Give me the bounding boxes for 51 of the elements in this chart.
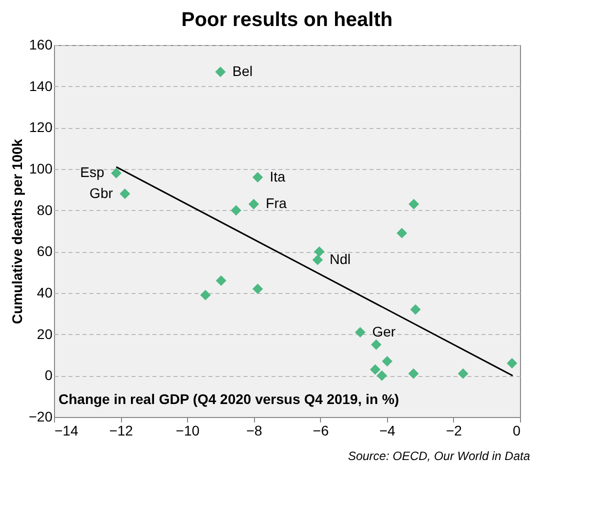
annotation: Bel [232, 62, 253, 79]
x-tick-label: −10 [176, 422, 200, 438]
point [370, 364, 380, 375]
point [410, 304, 421, 315]
x-tick-label: −4 [379, 422, 396, 438]
y-tick-label: 160 [29, 36, 53, 52]
x-tick-label: −6 [312, 422, 329, 438]
annotation: Esp [80, 164, 104, 180]
point [216, 275, 226, 286]
point [215, 66, 226, 78]
point [354, 327, 366, 338]
point [506, 358, 518, 369]
y-tick-label: 60 [36, 243, 53, 260]
y-tick-label: 100 [29, 160, 53, 176]
point [200, 290, 211, 300]
point [382, 356, 392, 366]
annotation: Fra [266, 195, 287, 212]
point [376, 370, 388, 381]
point [408, 198, 420, 210]
source-note: Source: OECD, Our World in Data [348, 449, 530, 463]
point [230, 205, 242, 216]
y-tick-label: 80 [36, 202, 53, 218]
annotation: Ger [372, 323, 396, 340]
x-tick-label: −2 [446, 422, 462, 438]
point [314, 246, 325, 257]
annotation: Ita [270, 168, 286, 184]
point [111, 168, 122, 178]
y-tick-label: 20 [36, 326, 53, 342]
point [312, 254, 323, 266]
y-tick-label: 40 [36, 284, 53, 300]
annotation: Gbr [90, 184, 114, 201]
point [396, 228, 408, 238]
x-tick-label: −14 [54, 422, 78, 438]
y-tick-label: 120 [29, 119, 53, 136]
point [248, 198, 259, 210]
point [408, 368, 419, 379]
point [120, 188, 130, 200]
point [458, 368, 468, 379]
x-tick-label: −8 [246, 422, 262, 438]
chart-title: Poor results on health [181, 9, 393, 31]
annotation: Ndl [330, 250, 351, 267]
y-tick-label: −20 [28, 408, 53, 424]
point [370, 339, 382, 350]
x-tick-label: −12 [109, 422, 134, 438]
y-tick-label: 0 [44, 367, 53, 384]
point [252, 284, 263, 294]
x-axis-title: Change in real GDP (Q4 2020 versus Q4 2019, in %) [58, 390, 400, 407]
point [252, 172, 263, 183]
y-tick-label: 140 [29, 78, 53, 94]
y-axis-title: Cumulative deaths per 100k [8, 138, 25, 324]
x-tick-label: 0 [512, 422, 521, 438]
